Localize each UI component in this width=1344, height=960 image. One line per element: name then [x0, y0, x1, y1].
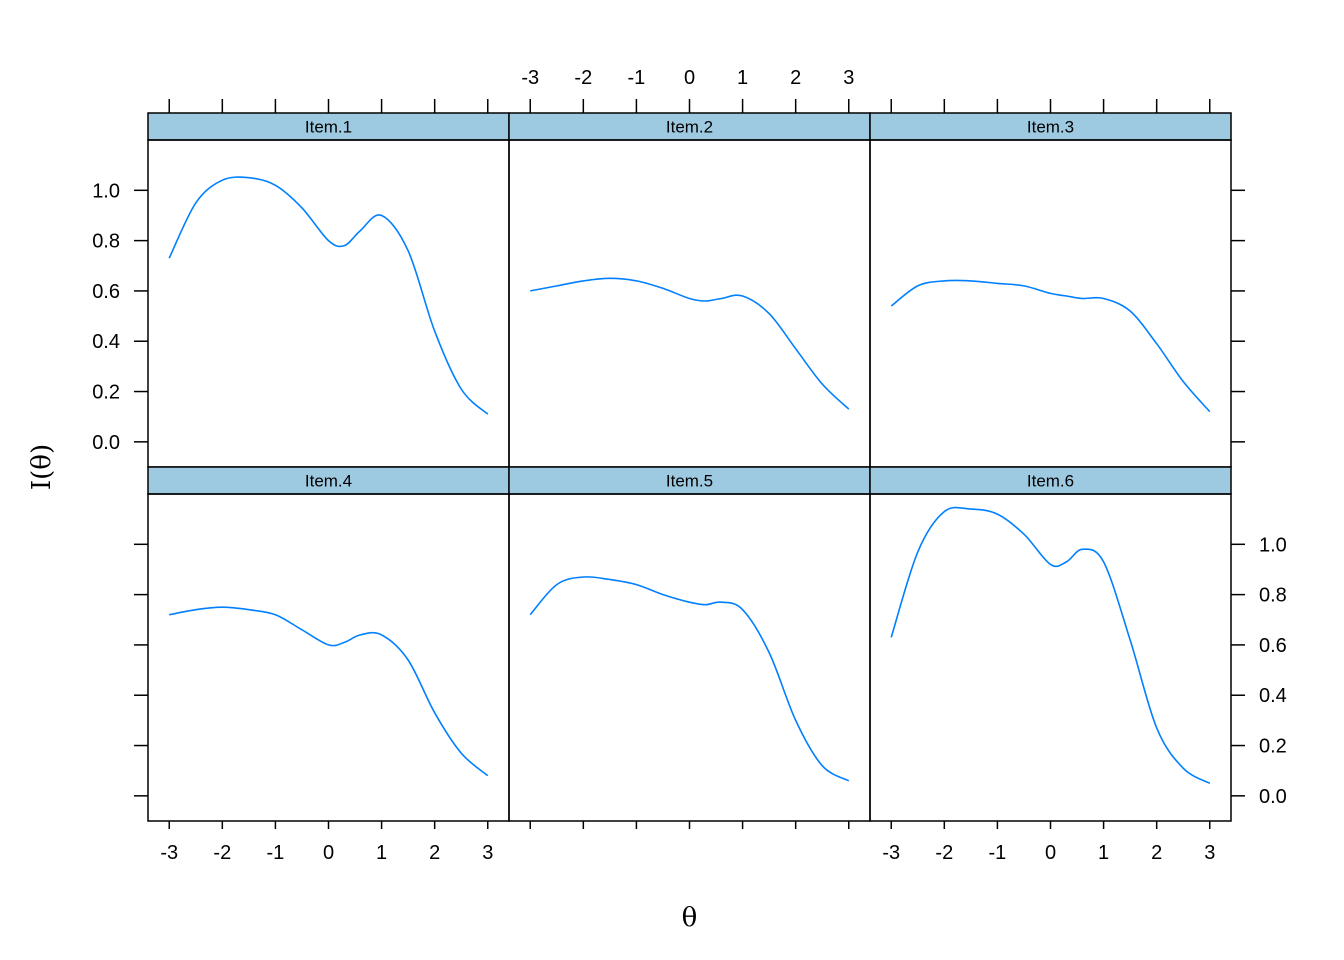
y-tick-label: 0.6	[92, 281, 120, 303]
x-tick-label: 0	[684, 67, 695, 89]
panel-item-3: Item.3	[869, 112, 1232, 468]
x-axis-title: θ	[682, 903, 698, 933]
panel-strip	[147, 112, 510, 141]
x-tick-label: 2	[790, 67, 801, 89]
y-tick-label: 0.4	[92, 331, 120, 353]
x-tick-label: -3	[160, 842, 178, 864]
y-tick-label: 1.0	[1259, 534, 1287, 556]
x-tick-label: -1	[628, 67, 646, 89]
x-tick-label: 1	[376, 842, 387, 864]
information-curve-item-3	[890, 279, 1211, 413]
x-tick-label: -1	[267, 842, 285, 864]
x-tick-label: -3	[882, 842, 900, 864]
panel-item-2: Item.2	[508, 112, 871, 468]
y-tick-label: 1.0	[92, 180, 120, 202]
x-tick-label: 0	[323, 842, 334, 864]
panel-item-4: Item.4	[147, 466, 510, 822]
y-tick-label: 0.8	[92, 231, 120, 253]
panel-item-5: Item.5	[508, 466, 871, 822]
panel-strip-label: Item.5	[666, 472, 713, 491]
y-tick-label: 0.0	[92, 432, 120, 454]
panel-strip-label: Item.3	[1027, 118, 1074, 137]
panel-strip-label: Item.2	[666, 118, 713, 137]
panel-strip-label: Item.1	[305, 118, 352, 137]
panel-box	[508, 493, 871, 822]
panel-strip-label: Item.6	[1027, 472, 1074, 491]
panel-box	[147, 493, 510, 822]
y-tick-label: 0.4	[1259, 685, 1287, 707]
panel-item-6: Item.6	[869, 466, 1232, 822]
panel-strip	[508, 112, 871, 141]
x-tick-label: 1	[1098, 842, 1109, 864]
x-tick-label: 3	[482, 842, 493, 864]
information-curve-item-4	[169, 606, 489, 777]
x-tick-label: 3	[843, 67, 854, 89]
x-tick-label: -3	[521, 67, 539, 89]
information-curve-item-6	[890, 506, 1211, 785]
information-curve-item-2	[530, 277, 850, 410]
panel-box	[508, 139, 871, 468]
x-tick-label: 0	[1045, 842, 1056, 864]
panel-box	[147, 139, 510, 468]
panel-strip	[869, 466, 1232, 495]
panel-strip-label: Item.4	[305, 472, 352, 491]
y-tick-label: 0.2	[92, 382, 120, 404]
y-axis-title: I(θ)	[27, 444, 57, 490]
y-tick-label: 0.0	[1259, 786, 1287, 808]
x-tick-label: 1	[737, 67, 748, 89]
panel-box	[869, 493, 1232, 822]
information-curve-item-5	[529, 576, 850, 782]
x-tick-label: -1	[989, 842, 1007, 864]
x-tick-label: 2	[429, 842, 440, 864]
x-tick-label: -2	[574, 67, 592, 89]
y-tick-label: 0.6	[1259, 635, 1287, 657]
x-tick-label: 3	[1204, 842, 1215, 864]
panel-box	[869, 139, 1232, 468]
x-tick-label: 2	[1151, 842, 1162, 864]
y-tick-label: 0.2	[1259, 736, 1287, 758]
x-tick-label: -2	[935, 842, 953, 864]
y-tick-label: 0.8	[1259, 585, 1287, 607]
information-curve-item-1	[168, 176, 489, 415]
panel-item-1: Item.1	[147, 112, 510, 468]
x-tick-label: -2	[213, 842, 231, 864]
